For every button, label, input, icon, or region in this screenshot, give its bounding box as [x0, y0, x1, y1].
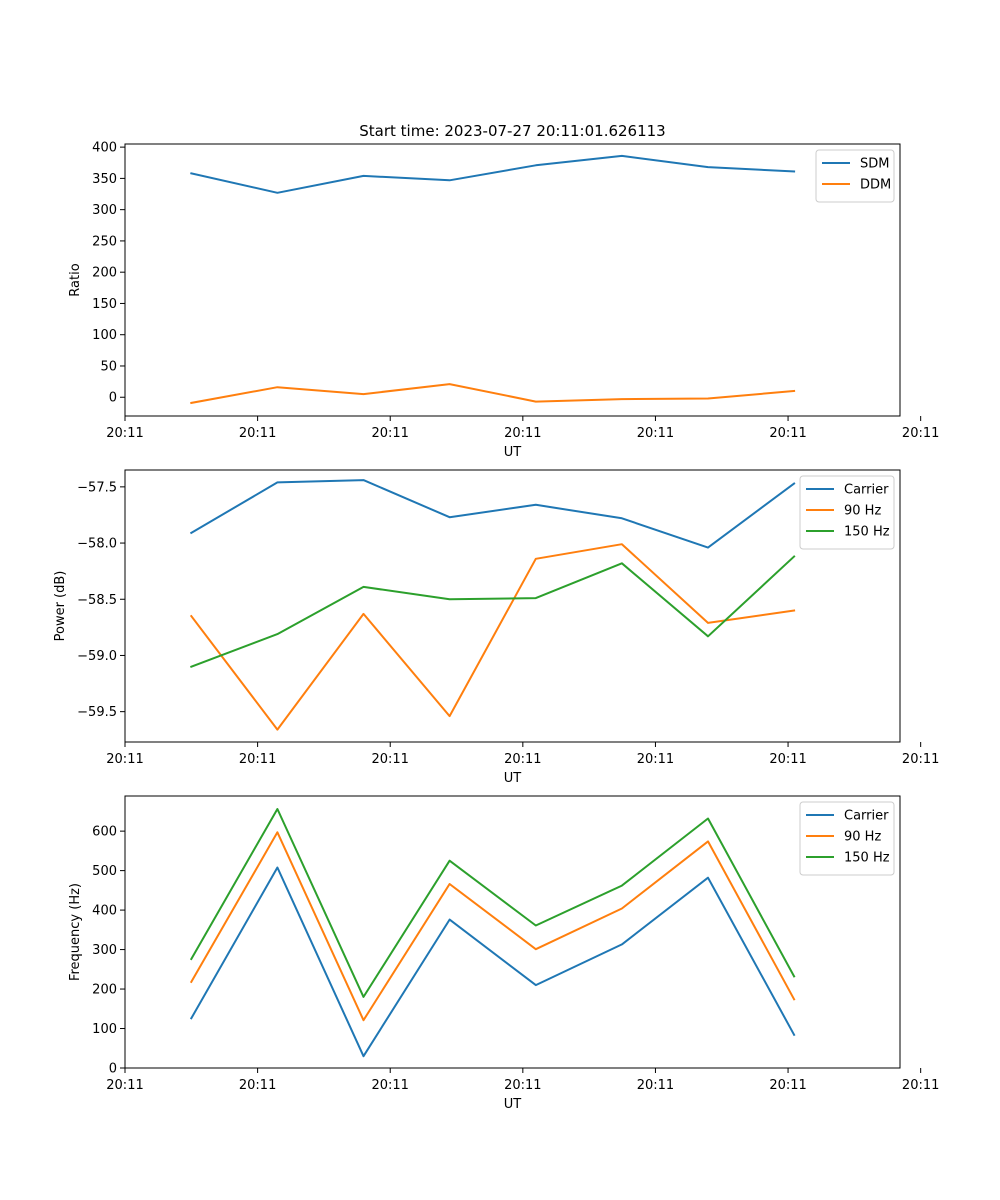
series-line-carrier — [189, 479, 796, 549]
x-axis-label: UT — [504, 771, 522, 786]
y-tick-label: 300 — [92, 203, 117, 218]
x-tick-label: 20:11 — [902, 1078, 939, 1093]
y-axis-label: Frequency (Hz) — [68, 883, 83, 981]
x-tick-label: 20:11 — [106, 1078, 143, 1093]
y-tick-label: −57.5 — [77, 480, 117, 495]
y-tick-label: 100 — [92, 1022, 117, 1037]
x-tick-label: 20:11 — [504, 1078, 541, 1093]
y-tick-label: 150 — [92, 297, 117, 312]
x-tick-label: 20:11 — [637, 752, 674, 767]
x-tick-label: 20:11 — [504, 426, 541, 441]
x-tick-label: 20:11 — [769, 426, 806, 441]
chart-panel-1: 20:11 20:11 20:11 20:11 20:11 20:11 20:11 0 50 10… — [68, 141, 939, 460]
x-tick-label: 20:11 — [239, 426, 276, 441]
x-tick-label: 20:11 — [371, 426, 408, 441]
y-tick-label: −59.0 — [77, 649, 117, 664]
plot-area — [125, 470, 900, 742]
series-line-150-hz — [190, 555, 796, 668]
figure-title: Start time: 2023-07-27 20:11:01.626113 — [359, 122, 665, 140]
y-tick-label: 400 — [92, 904, 117, 919]
y-tick-label: 200 — [92, 983, 117, 998]
y-tick-label: −59.5 — [77, 705, 117, 720]
series-line-90-hz — [189, 543, 796, 731]
y-tick-label: 350 — [92, 172, 117, 187]
x-tick-label: 20:11 — [902, 752, 939, 767]
y-tick-label: −58.0 — [77, 537, 117, 552]
axes-frame — [124, 143, 901, 417]
x-tick-label: 20:11 — [769, 1078, 806, 1093]
x-tick-label: 20:11 — [504, 752, 541, 767]
legend: SDM DDM — [815, 149, 895, 203]
x-axis-label: UT — [504, 1097, 522, 1112]
legend-label: DDM — [860, 178, 891, 193]
legend-label: SDM — [860, 157, 889, 172]
y-tick-label: 0 — [109, 1062, 117, 1077]
y-tick-label: 600 — [92, 825, 117, 840]
y-axis-label: Power (dB) — [53, 571, 68, 642]
x-tick-label: 20:11 — [106, 752, 143, 767]
y-tick-label: −58.5 — [77, 593, 117, 608]
y-axis-label: Ratio — [68, 263, 83, 296]
legend-label: 150 Hz — [844, 851, 890, 866]
x-tick-label: 20:11 — [239, 1078, 276, 1093]
x-tick-label: 20:11 — [239, 752, 276, 767]
x-tick-label: 20:11 — [371, 1078, 408, 1093]
y-tick-label: 500 — [92, 864, 117, 879]
legend: Carrier 90 Hz 150 Hz — [799, 475, 895, 550]
x-tick-label: 20:11 — [106, 426, 143, 441]
plot-area — [125, 144, 900, 416]
x-axis-label: UT — [504, 445, 522, 460]
legend: Carrier 90 Hz 150 Hz — [799, 801, 895, 876]
y-tick-label: 250 — [92, 234, 117, 249]
x-tick-label: 20:11 — [637, 1078, 674, 1093]
legend-label: Carrier — [844, 809, 889, 824]
axes-frame — [124, 469, 901, 743]
x-tick-label: 20:11 — [371, 752, 408, 767]
series-line-carrier — [189, 866, 796, 1058]
chart-panel-2: 20:11 20:11 20:11 20:11 20:11 20:11 20:11 −59.5… — [53, 469, 939, 786]
y-tick-label: 50 — [100, 359, 117, 374]
x-tick-label: 20:11 — [769, 752, 806, 767]
series-line-sdm — [190, 154, 796, 194]
x-tick-label: 20:11 — [902, 426, 939, 441]
axes-frame — [124, 795, 901, 1069]
series-line-150-hz — [189, 808, 796, 998]
legend-label: 150 Hz — [844, 525, 890, 540]
legend-label: 90 Hz — [844, 830, 881, 845]
chart-panel-3: 20:11 20:11 20:11 20:11 20:11 20:11 20:1101002… — [68, 795, 939, 1112]
series-line-90-hz — [189, 831, 796, 1022]
panels: 20:11 20:11 20:11 20:11 20:11 20:11 20:1105010… — [53, 141, 939, 1112]
y-tick-label: 400 — [92, 141, 117, 156]
y-tick-label: 200 — [92, 266, 117, 281]
y-tick-label: 300 — [92, 943, 117, 958]
y-tick-label: 100 — [92, 328, 117, 343]
legend-label: 90 Hz — [844, 504, 881, 519]
y-tick-label: 0 — [109, 391, 117, 406]
legend-label: Carrier — [844, 483, 889, 498]
x-tick-label: 20:11 — [637, 426, 674, 441]
series-line-ddm — [190, 383, 796, 405]
